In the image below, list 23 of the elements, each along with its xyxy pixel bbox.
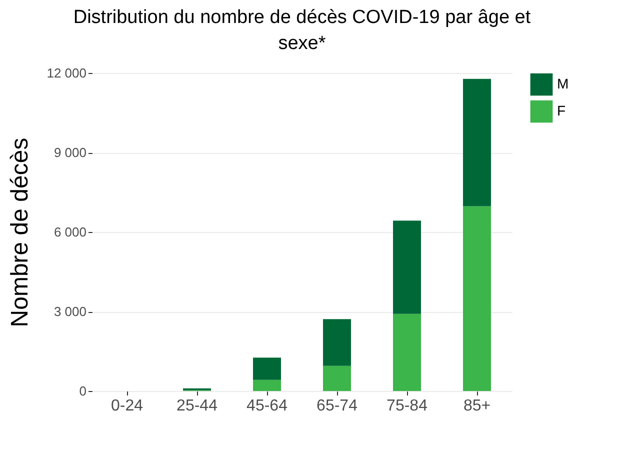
x-tick-label: 45-64 — [246, 398, 288, 414]
bar — [393, 220, 421, 314]
x-tick-label: 75-84 — [386, 398, 428, 414]
x-tick-label: 65-74 — [316, 398, 358, 414]
chart-title: Distribution du nombre de décès COVID-19 par âge et sexe* — [73, 7, 532, 54]
bar — [393, 314, 421, 391]
bar — [323, 366, 351, 391]
bar — [253, 380, 281, 391]
bar — [253, 358, 281, 380]
bar — [463, 206, 491, 391]
y-tick-label: 3 000 — [54, 304, 86, 319]
y-tick-label: 9 000 — [54, 145, 86, 160]
x-tick-label: 25-44 — [176, 398, 218, 414]
y-axis-title: Nombre de décès — [6, 138, 34, 328]
x-tick-label: 85+ — [463, 398, 491, 414]
bar — [463, 78, 491, 206]
legend-label: F — [557, 102, 566, 118]
x-tick-label: 0-24 — [110, 398, 144, 414]
y-tick-label: 6 000 — [54, 224, 86, 240]
y-tick-label: 12 000 — [46, 66, 86, 80]
bar — [323, 319, 351, 366]
y-tick-label: 0 — [79, 384, 86, 398]
legend-label: M — [557, 76, 569, 92]
